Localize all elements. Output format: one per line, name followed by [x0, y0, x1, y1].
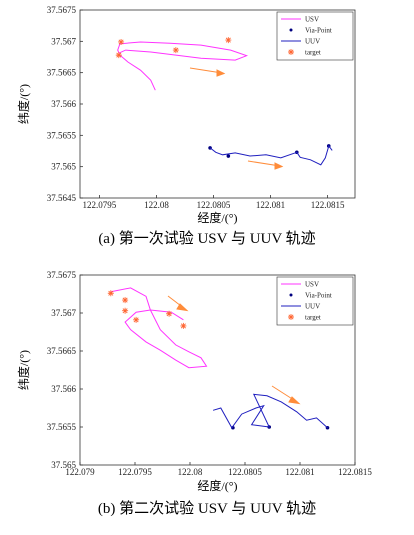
- legend-label: Via-Point: [305, 27, 332, 35]
- target-marker: [118, 38, 125, 45]
- legend-swatch: [289, 293, 293, 297]
- y-tick-label: 37.5655: [47, 422, 77, 432]
- target-marker: [288, 49, 294, 55]
- x-tick-label: 122.0795: [83, 200, 117, 210]
- x-tick-label: 122.0815: [311, 200, 345, 210]
- legend-label: target: [305, 314, 321, 322]
- target-marker: [122, 297, 129, 304]
- y-tick-label: 37.5645: [47, 193, 77, 203]
- x-tick-label: 122.0815: [338, 467, 372, 477]
- x-axis-label: 经度/(°): [197, 478, 237, 493]
- target-marker: [225, 37, 232, 44]
- legend-label: UUV: [305, 38, 320, 46]
- legend-label: Via-Point: [305, 292, 332, 300]
- y-tick-label: 37.565: [51, 460, 76, 470]
- target-marker: [180, 322, 187, 329]
- y-tick-label: 37.567: [51, 36, 76, 46]
- x-tick-label: 122.0805: [197, 200, 231, 210]
- trajectory: [117, 41, 249, 91]
- legend-label: target: [305, 49, 321, 57]
- x-tick-label: 122.08: [178, 467, 203, 477]
- trajectory: [209, 144, 333, 166]
- trajectory: [110, 287, 208, 369]
- target-marker: [122, 307, 129, 314]
- target-marker: [172, 47, 179, 54]
- caption: (a) 第一次试验 USV 与 UUV 轨迹: [98, 229, 315, 247]
- trajectory: [212, 393, 328, 429]
- y-tick-label: 37.567: [51, 308, 76, 318]
- x-axis-label: 经度/(°): [197, 210, 237, 225]
- y-axis-label: 纬度/(°): [16, 350, 31, 390]
- x-tick-label: 122.0805: [228, 467, 262, 477]
- trend-arrows: [167, 67, 301, 405]
- target-marker: [288, 314, 294, 320]
- x-tick-label: 122.081: [256, 200, 285, 210]
- target-marker: [115, 52, 122, 59]
- y-tick-label: 37.5665: [47, 68, 77, 78]
- caption: (b) 第二次试验 USV 与 UUV 轨迹: [98, 499, 316, 517]
- plot-frame: [79, 274, 356, 466]
- x-tick-label: 122.079: [65, 467, 95, 477]
- target-marker: [166, 310, 173, 317]
- y-tick-label: 37.5675: [47, 270, 77, 280]
- target-marker: [133, 316, 140, 323]
- y-tick-label: 37.5655: [47, 130, 77, 140]
- legend-swatch: [289, 28, 293, 32]
- x-tick-label: 122.081: [285, 467, 314, 477]
- legend-label: UUV: [305, 303, 320, 311]
- y-axis-label: 纬度/(°): [16, 84, 31, 124]
- y-tick-label: 37.5665: [47, 346, 77, 356]
- y-tick-label: 37.566: [51, 384, 76, 394]
- y-tick-label: 37.566: [51, 99, 76, 109]
- legend-label: USV: [305, 16, 319, 24]
- x-tick-label: 122.0795: [118, 467, 152, 477]
- x-tick-label: 122.08: [144, 200, 169, 210]
- target-marker: [107, 290, 114, 297]
- y-tick-label: 37.565: [51, 162, 76, 172]
- y-tick-label: 37.5675: [47, 5, 77, 15]
- legend-label: USV: [305, 281, 319, 289]
- via-point: [226, 154, 231, 158]
